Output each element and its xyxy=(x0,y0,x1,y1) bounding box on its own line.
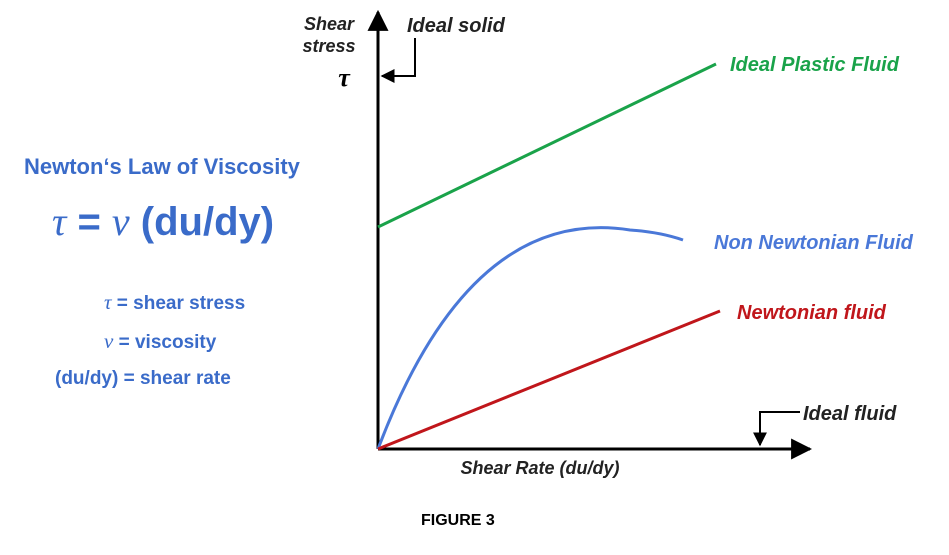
definition-nu: ν = viscosity xyxy=(104,329,216,354)
ideal-plastic-label: Ideal Plastic Fluid xyxy=(730,54,900,76)
y-axis-tau-symbol: τ xyxy=(338,63,351,92)
newtonian-line xyxy=(377,309,721,451)
non-newtonian-label: Non Newtonian Fluid xyxy=(714,232,914,254)
ideal-solid-pointer xyxy=(380,38,416,83)
equation-equals: = xyxy=(66,200,112,244)
equation-tau-symbol: τ xyxy=(52,199,67,244)
ideal-fluid-pointer xyxy=(753,411,800,447)
ideal-plastic-line xyxy=(377,62,717,229)
y-axis-label-line2: stress xyxy=(302,36,355,56)
definition-nu-text: = viscosity xyxy=(113,332,217,353)
x-axis-label: Shear Rate (du/dy) xyxy=(460,458,619,478)
definition-tau: τ = shear stress xyxy=(104,290,245,315)
definition-tau-text: = shear stress xyxy=(111,293,246,314)
equation-nu-symbol: ν xyxy=(111,199,130,244)
non-newtonian-curve xyxy=(376,226,684,450)
definition-tau-symbol: τ xyxy=(104,290,112,314)
definition-nu-symbol: ν xyxy=(104,329,114,353)
equation-rest: (du/dy) xyxy=(129,200,275,244)
law-equation: τ = ν (du/dy) xyxy=(52,198,274,245)
y-axis-label-line1: Shear xyxy=(304,14,355,34)
figure-caption: FIGURE 3 xyxy=(421,512,495,529)
ideal-fluid-label: Ideal fluid xyxy=(803,403,897,425)
ideal-solid-label: Ideal solid xyxy=(407,15,506,37)
newtonian-label: Newtonian fluid xyxy=(737,302,887,324)
law-title: Newton‘s Law of Viscosity xyxy=(24,154,300,179)
definition-shear-rate: (du/dy) = shear rate xyxy=(55,368,231,389)
